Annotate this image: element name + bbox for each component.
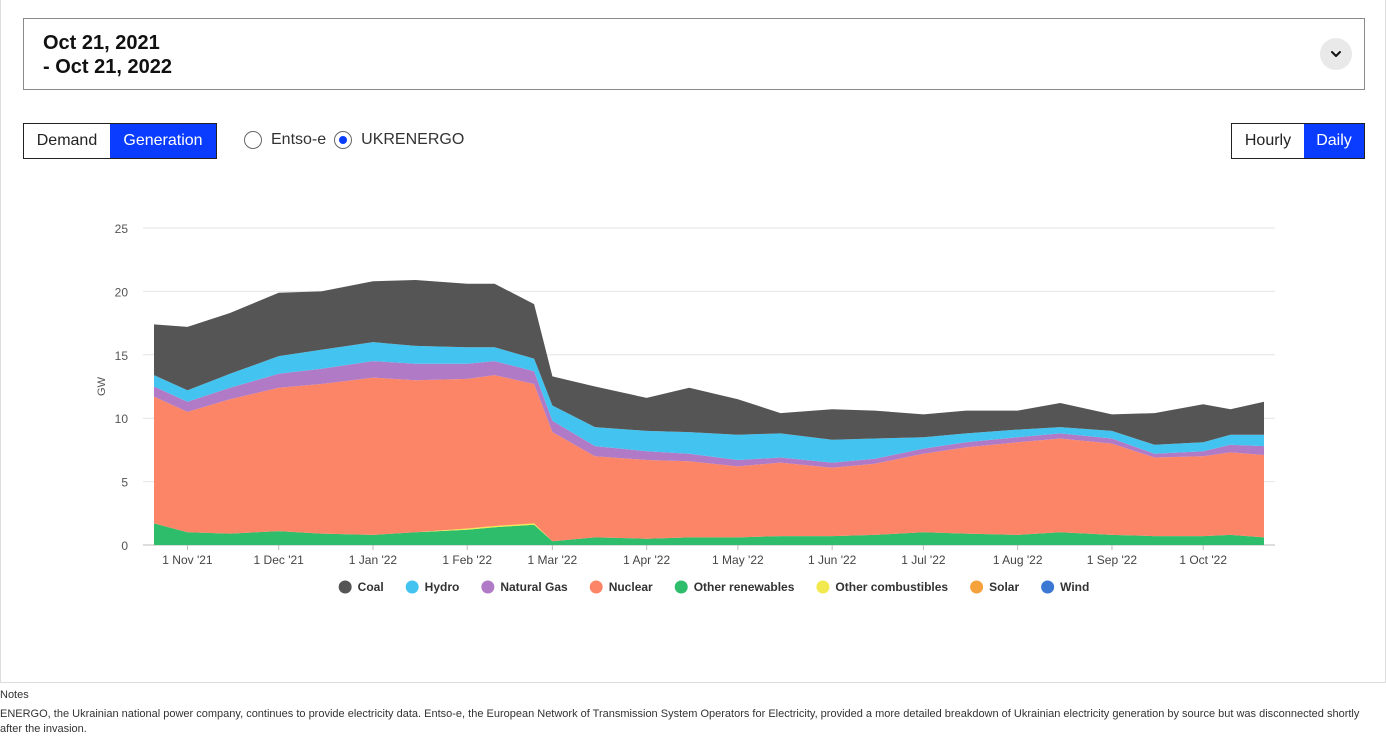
y-tick-label: 0 bbox=[121, 539, 128, 553]
x-tick-label: 1 Aug '22 bbox=[993, 553, 1043, 567]
notes-section: Notes ENERGO, the Ukrainian national pow… bbox=[0, 689, 1386, 737]
x-tick-label: 1 Dec '21 bbox=[254, 553, 305, 567]
radio-button-unchecked[interactable] bbox=[244, 131, 262, 149]
daily-button[interactable]: Daily bbox=[1304, 124, 1364, 158]
chevron-down-icon bbox=[1329, 47, 1343, 61]
area-other-renewables bbox=[154, 523, 1264, 545]
legend-marker-natural-gas bbox=[481, 580, 495, 594]
area-hydro bbox=[154, 342, 1264, 463]
legend-label-other-combustibles: Other combustibles bbox=[835, 580, 948, 594]
y-axis-label: GW bbox=[96, 376, 108, 396]
date-range-selector[interactable]: Oct 21, 2021 - Oct 21, 2022 bbox=[23, 18, 1365, 90]
x-tick-label: 1 Apr '22 bbox=[623, 553, 670, 567]
x-tick-label: 1 Jun '22 bbox=[808, 553, 857, 567]
area-coal bbox=[154, 280, 1264, 445]
legend-marker-solar bbox=[970, 580, 984, 594]
notes-text: ENERGO, the Ukrainian national power com… bbox=[0, 708, 1360, 735]
hourly-button[interactable]: Hourly bbox=[1232, 124, 1304, 158]
demand-button[interactable]: Demand bbox=[24, 124, 110, 158]
x-tick-label: 1 Feb '22 bbox=[442, 553, 492, 567]
x-tick-label: 1 Jan '22 bbox=[349, 553, 398, 567]
resolution-toggle: Hourly Daily bbox=[1231, 123, 1365, 159]
area-natural-gas bbox=[154, 361, 1264, 468]
legend-label-hydro: Hydro bbox=[425, 580, 460, 594]
data-source-radio-group: Entso-e UKRENERGO bbox=[244, 131, 472, 149]
legend-label-wind: Wind bbox=[1060, 580, 1089, 594]
radio-button-checked[interactable] bbox=[334, 131, 353, 149]
x-tick-label: 1 Nov '21 bbox=[162, 553, 213, 567]
y-tick-label: 15 bbox=[115, 349, 129, 363]
legend-label-other-renewables: Other renewables bbox=[694, 580, 795, 594]
x-tick-label: 1 Mar '22 bbox=[528, 553, 578, 567]
legend-label-coal: Coal bbox=[358, 580, 384, 594]
date-range-dropdown-button[interactable] bbox=[1320, 38, 1352, 70]
x-tick-label: 1 Oct '22 bbox=[1179, 553, 1227, 567]
radio-entso-e[interactable]: Entso-e bbox=[244, 131, 326, 149]
y-tick-label: 10 bbox=[115, 412, 129, 426]
x-tick-label: 1 Sep '22 bbox=[1087, 553, 1138, 567]
y-tick-label: 5 bbox=[121, 476, 128, 490]
radio-ukrenergo[interactable]: UKRENERGO bbox=[334, 131, 464, 149]
legend-marker-coal bbox=[338, 580, 352, 594]
legend-marker-nuclear bbox=[589, 580, 603, 594]
x-tick-label: 1 May '22 bbox=[712, 553, 764, 567]
legend-marker-hydro bbox=[405, 580, 419, 594]
radio-label-entso-e: Entso-e bbox=[271, 131, 327, 148]
y-tick-label: 25 bbox=[115, 222, 129, 236]
notes-title: Notes bbox=[0, 689, 29, 701]
legend-marker-other-combustibles bbox=[816, 580, 830, 594]
generation-area-chart: 0 5 10 15 20 25 GW 1 Nov '21 1 Dec '21 1 Jan '22 1… bbox=[96, 222, 1275, 594]
legend-marker-other-renewables bbox=[674, 580, 688, 594]
legend-label-nuclear: Nuclear bbox=[609, 580, 653, 594]
demand-generation-toggle: Demand Generation bbox=[23, 123, 217, 159]
x-tick-label: 1 Jul '22 bbox=[901, 553, 946, 567]
legend-label-natural-gas: Natural Gas bbox=[500, 580, 568, 594]
y-tick-label: 20 bbox=[115, 285, 129, 299]
chart-panel: Oct 21, 2021 - Oct 21, 2022 Demand Gener… bbox=[0, 0, 1386, 683]
legend-marker-wind bbox=[1041, 580, 1055, 594]
date-range-label: Oct 21, 2021 - Oct 21, 2022 bbox=[43, 32, 172, 78]
area-nuclear bbox=[154, 375, 1264, 542]
radio-label-ukrenergo: UKRENERGO bbox=[361, 131, 465, 148]
generation-button[interactable]: Generation bbox=[110, 124, 216, 158]
legend-label-solar: Solar bbox=[989, 580, 1019, 594]
